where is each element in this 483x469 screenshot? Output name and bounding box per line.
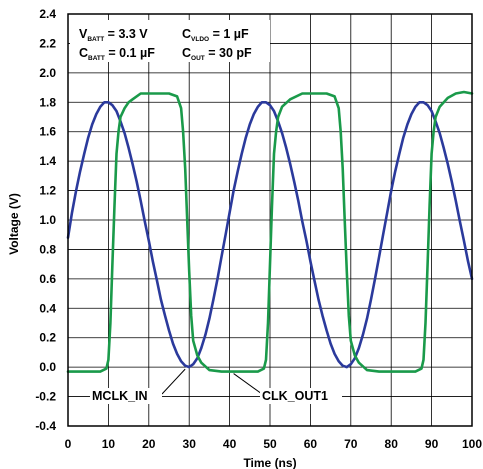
x-tick-label: 20 <box>142 437 156 451</box>
x-axis-title: Time (ns) <box>243 456 296 469</box>
y-tick-label: 0.0 <box>39 360 56 374</box>
y-tick-label: 0.2 <box>39 331 56 345</box>
y-tick-label: 1.6 <box>39 125 56 139</box>
y-tick-label: -0.2 <box>35 390 56 404</box>
x-tick-label: 70 <box>344 437 358 451</box>
x-tick-label: 30 <box>183 437 197 451</box>
y-tick-label: 0.8 <box>39 242 56 256</box>
y-tick-label: 1.2 <box>39 184 56 198</box>
x-tick-label: 80 <box>385 437 399 451</box>
annotation-mclk-in: MCLK_IN <box>92 389 148 403</box>
annotation-bg <box>90 388 162 404</box>
y-tick-label: 1.8 <box>39 95 56 109</box>
condition-cbatt: CBATT = 0.1 µF <box>79 46 155 62</box>
series-line-mclk-in <box>66 101 474 369</box>
x-tick-label: 90 <box>425 437 439 451</box>
conditions-box: VBATT = 3.3 V CVLDO = 1 µF CBATT = 0.1 µ… <box>70 20 270 62</box>
y-tick-label: 1.0 <box>39 213 56 227</box>
y-tick-label: 2.2 <box>39 36 56 50</box>
y-tick-label: 0.4 <box>39 301 56 315</box>
plot-frame <box>67 13 473 427</box>
x-tick-label: 40 <box>223 437 237 451</box>
y-tick-label: 0.6 <box>39 272 56 286</box>
y-axis-title: Voltage (V) <box>7 193 21 255</box>
y-tick-label: 1.4 <box>39 154 56 168</box>
conditions-box-bg <box>70 20 270 62</box>
x-tick-label: 100 <box>462 437 482 451</box>
series-layer <box>66 90 474 373</box>
annotation-bg <box>260 388 342 404</box>
y-tick-label: 2.4 <box>39 7 56 21</box>
condition-cout: COUT = 30 pF <box>182 46 252 62</box>
condition-vbatt: VBATT = 3.3 V <box>79 27 148 43</box>
x-tick-label: 60 <box>304 437 318 451</box>
annotation-leader <box>161 368 186 395</box>
x-tick-label: 0 <box>65 437 72 451</box>
y-tick-label: -0.4 <box>35 419 56 433</box>
condition-cvldo: CVLDO = 1 µF <box>182 27 249 43</box>
series-line-clk-out1 <box>66 90 474 373</box>
y-tick-label: 2.0 <box>39 66 56 80</box>
x-tick-label: 10 <box>102 437 116 451</box>
annotation-clk-out1: CLK_OUT1 <box>262 389 328 403</box>
x-tick-label: 50 <box>263 437 277 451</box>
annotation-leader <box>233 373 263 395</box>
grid <box>67 13 473 427</box>
annotation-layer: MCLK_IN CLK_OUT1 <box>90 368 342 404</box>
ticks-layer: 0 10 20 30 40 50 60 70 80 90 100 2.4 2.2 2.0 1.8 1.6 1.4… <box>35 7 482 451</box>
